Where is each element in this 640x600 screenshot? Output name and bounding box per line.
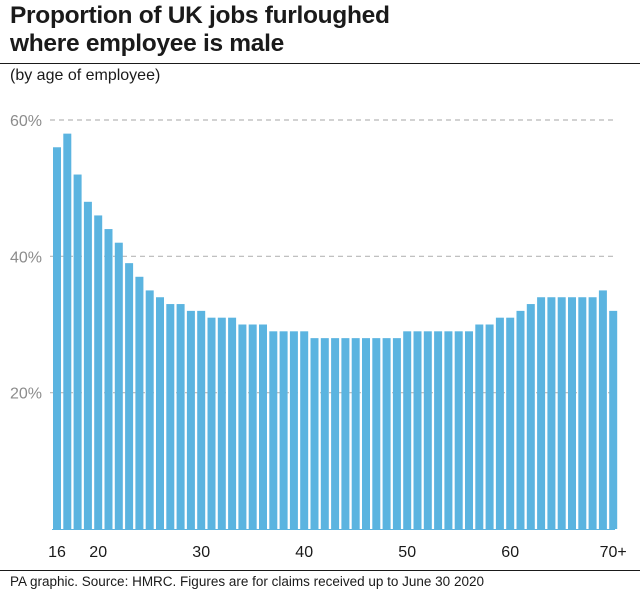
bar-age-45	[351, 338, 360, 529]
chart-subtitle: (by age of employee)	[10, 67, 161, 84]
bar-age-28	[176, 304, 185, 529]
bar-age-65	[557, 297, 566, 529]
title-line-1: Proportion of UK jobs furloughed	[10, 2, 390, 29]
footer-divider	[0, 570, 640, 571]
source-note: PA graphic. Source: HMRC. Figures are fo…	[10, 574, 484, 589]
bar-age-22	[114, 242, 123, 529]
bar-age-57	[475, 324, 484, 529]
bar-age-46	[362, 338, 370, 529]
bar-age-52	[423, 331, 432, 529]
bar-age-63	[537, 297, 546, 529]
bar-age-40	[300, 331, 309, 529]
bar-age-56	[465, 331, 473, 529]
bar-age-67	[578, 297, 587, 529]
x-tick-label: 40	[295, 544, 313, 561]
bar-age-32	[217, 317, 226, 529]
bar-age-66	[568, 297, 576, 529]
x-tick-label: 70+	[600, 544, 627, 561]
bar-age-34	[238, 324, 247, 529]
bar-age-60	[506, 317, 515, 529]
bar-age-27	[166, 304, 175, 529]
bar-age-39	[289, 331, 298, 529]
bar-age-33	[228, 317, 237, 529]
x-tick-label: 20	[89, 544, 107, 561]
bar-age-43	[331, 338, 340, 529]
bars	[53, 133, 618, 530]
bar-age-70+	[609, 310, 618, 529]
bar-age-25	[145, 290, 154, 529]
bar-age-44	[341, 338, 350, 529]
bar-age-26	[156, 297, 164, 529]
bar-age-21	[104, 229, 113, 530]
title-line-2: where employee is male	[10, 30, 284, 57]
x-tick-label: 30	[192, 544, 210, 561]
bar-age-20	[94, 215, 103, 529]
title-divider	[0, 63, 640, 64]
bar-age-51	[413, 331, 422, 529]
bar-age-41	[310, 338, 319, 529]
bar-age-54	[444, 331, 453, 529]
bar-age-38	[279, 331, 288, 529]
bar-age-37	[269, 331, 278, 529]
bar-age-59	[495, 317, 504, 529]
bar-age-35	[248, 324, 257, 529]
bar-age-16	[53, 147, 61, 529]
x-tick-label: 60	[501, 544, 519, 561]
bar-age-24	[135, 276, 144, 529]
bar-age-36	[259, 324, 267, 529]
bar-age-49	[392, 338, 401, 529]
axis-labels: 20% 40% 60% 16 20 30 40 50 60 70+	[10, 113, 627, 561]
y-tick-label: 40%	[10, 249, 42, 266]
x-tick-label: 50	[398, 544, 416, 561]
bar-age-62	[526, 304, 535, 529]
bar-age-55	[454, 331, 463, 529]
bar-age-68	[588, 297, 597, 529]
bar-age-30	[197, 310, 206, 529]
bar-age-18	[73, 174, 82, 530]
bar-age-17	[63, 133, 72, 529]
y-tick-label: 60%	[10, 113, 42, 130]
bar-age-48	[382, 338, 391, 529]
bar-age-53	[434, 331, 443, 529]
chart-title: Proportion of UK jobs furloughed where e…	[10, 2, 390, 58]
bar-age-23	[125, 263, 134, 529]
bar-age-29	[186, 310, 195, 529]
bar-age-50	[403, 331, 412, 529]
bar-age-58	[485, 324, 494, 529]
bar-age-69	[598, 290, 607, 529]
y-tick-label: 20%	[10, 386, 42, 403]
bar-age-61	[516, 310, 525, 529]
bar-age-42	[320, 338, 329, 529]
bar-age-19	[83, 201, 92, 530]
bar-age-64	[547, 297, 556, 529]
x-tick-label: 16	[48, 544, 66, 561]
bar-age-31	[207, 317, 216, 529]
bar-age-47	[372, 338, 381, 529]
